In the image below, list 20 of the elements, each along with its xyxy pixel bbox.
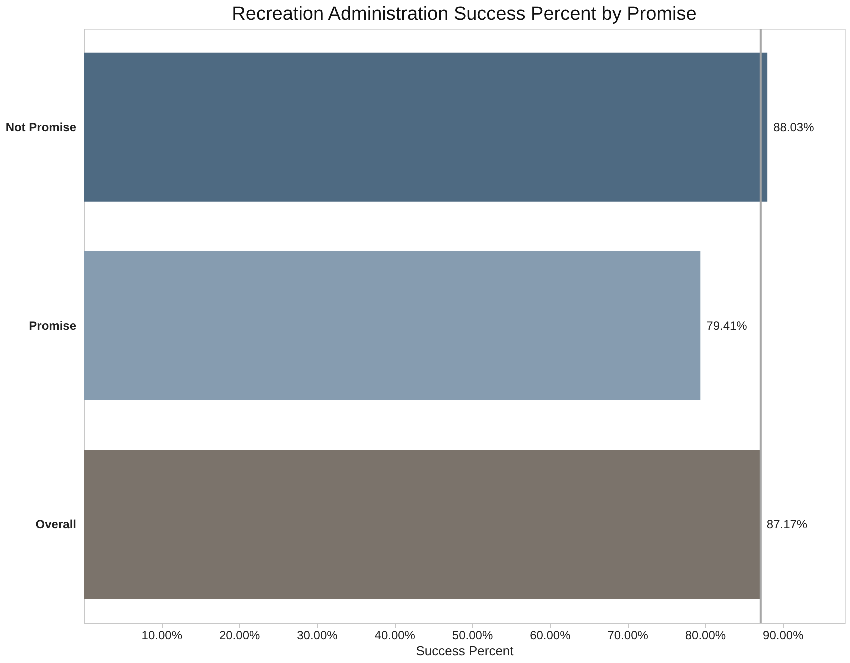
y-tick-label: Not Promise <box>6 120 77 134</box>
bar <box>84 450 761 600</box>
x-tick-label: 60.00% <box>530 628 572 642</box>
x-axis-title: Success Percent <box>416 644 514 658</box>
y-tick-label: Promise <box>29 319 77 333</box>
x-tick-label: 30.00% <box>297 628 338 642</box>
x-tick-label: 70.00% <box>608 628 649 642</box>
bar <box>84 52 768 202</box>
data-label: 87.17% <box>766 518 808 532</box>
data-label: 79.41% <box>706 319 748 333</box>
x-tick-label: 90.00% <box>763 628 804 642</box>
bar <box>84 252 701 400</box>
x-tick-label: 80.00% <box>685 628 726 642</box>
x-tick-label: 10.00% <box>142 628 183 642</box>
x-tick-label: 50.00% <box>452 628 494 642</box>
x-tick-label: 20.00% <box>219 628 260 642</box>
x-tick-label: 40.00% <box>374 628 416 642</box>
y-tick-label: Overall <box>36 518 76 532</box>
chart-title: Recreation Administration Success Percent by Promise <box>232 4 697 25</box>
data-label: 88.03% <box>774 120 815 134</box>
